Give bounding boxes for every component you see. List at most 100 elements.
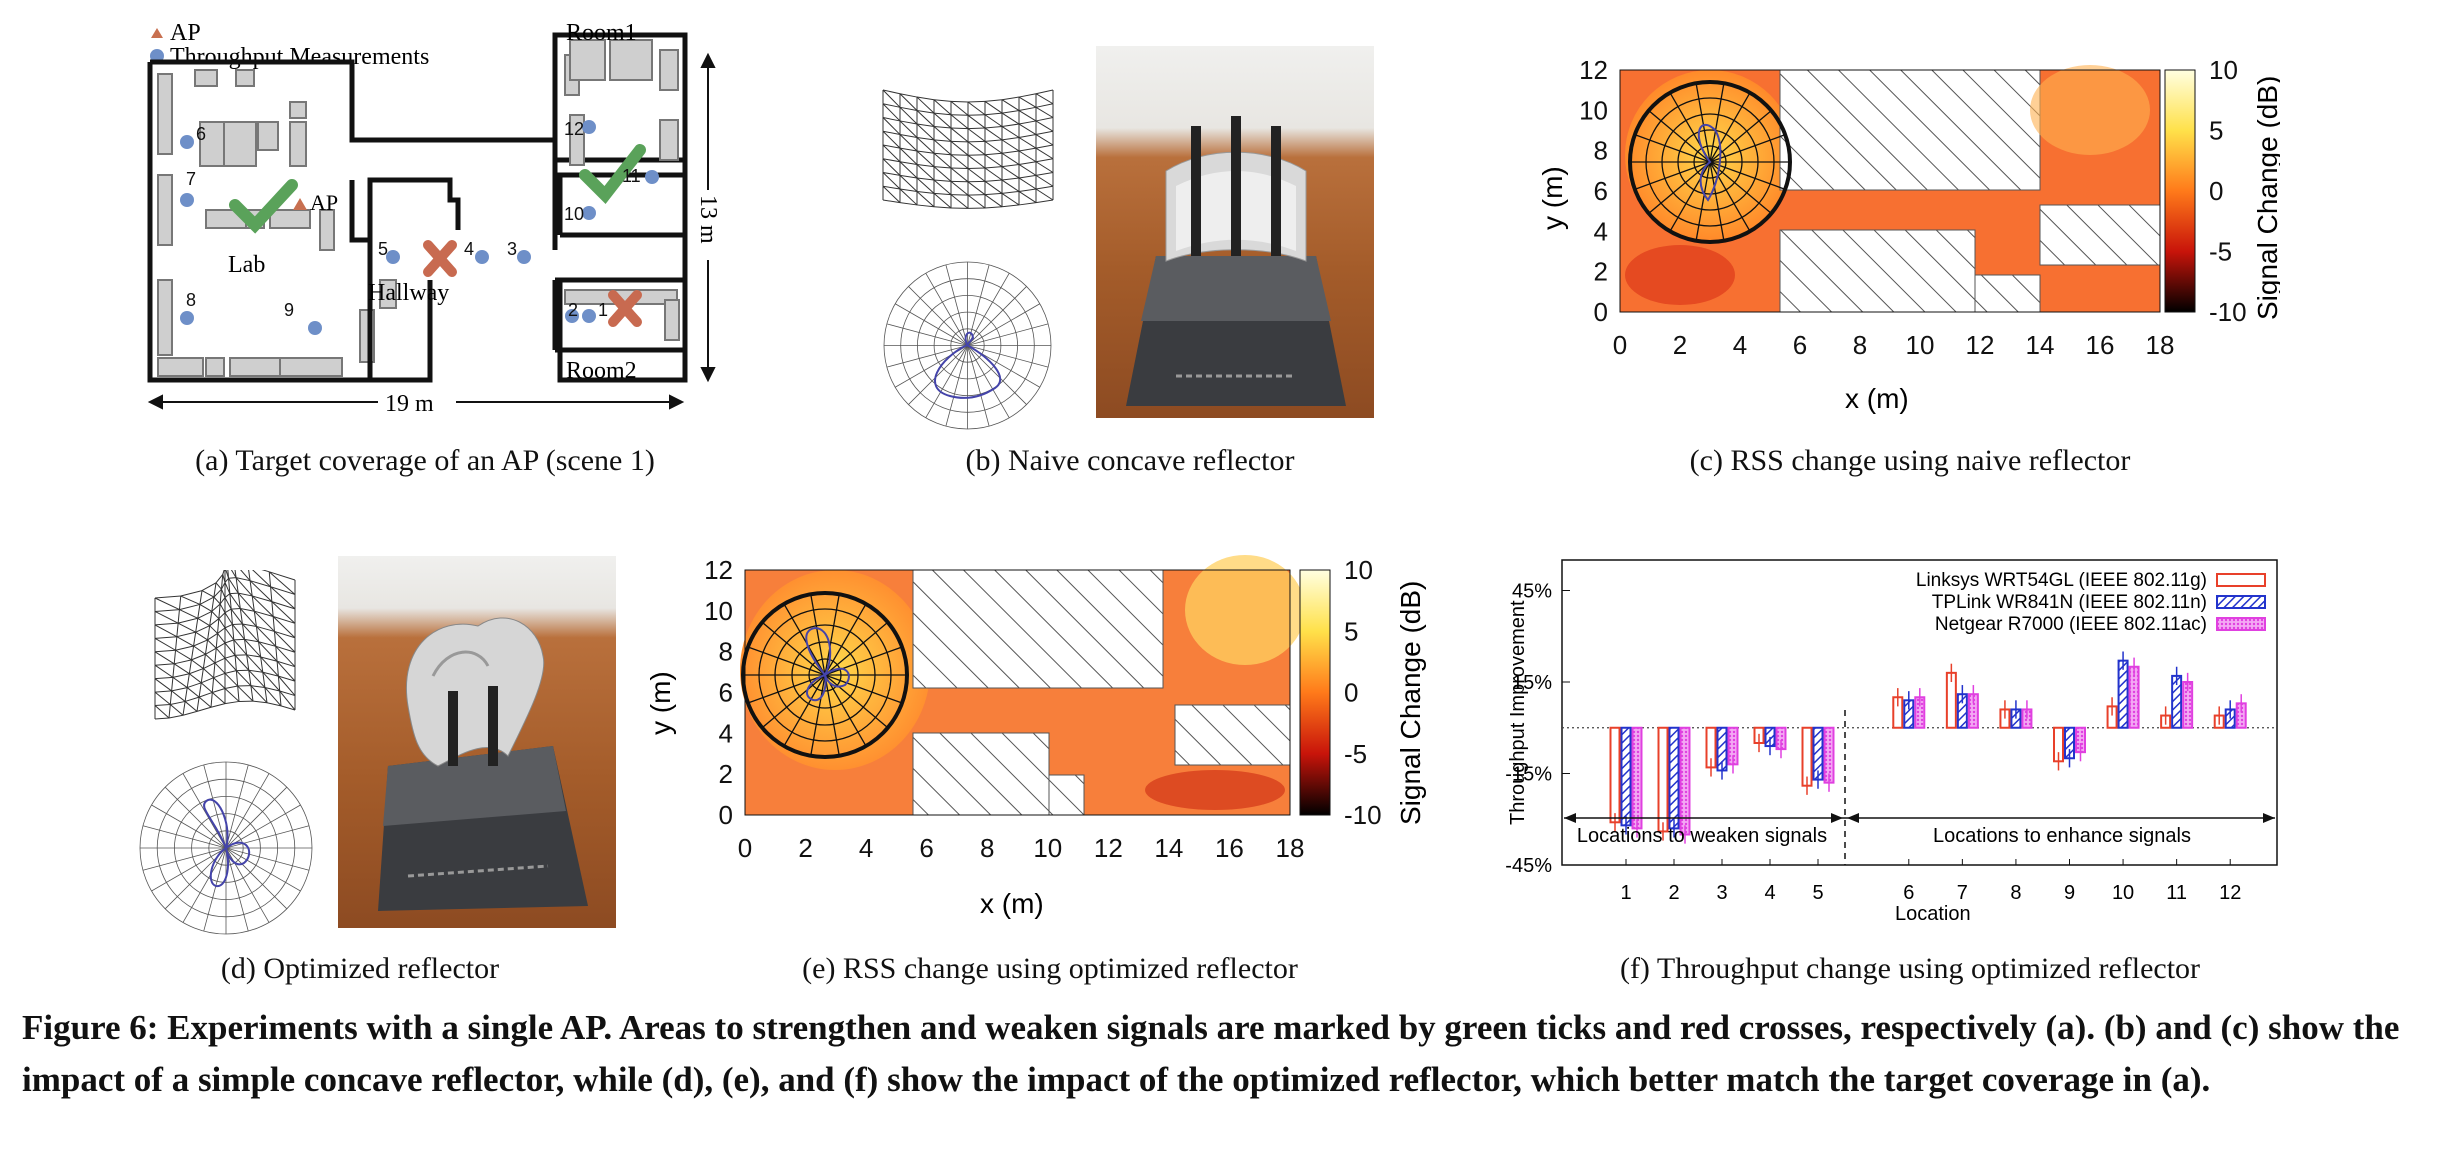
- red-cross-hallway: [423, 240, 457, 277]
- bar: [1668, 726, 1680, 830]
- heatmap-e-ylabel: y (m): [645, 671, 676, 735]
- point-label-3: 3: [507, 239, 517, 259]
- colorbar-tick-label: 0: [2209, 176, 2223, 206]
- legend-swatch: [2216, 595, 2266, 609]
- colorbar-tick-label: 5: [2209, 116, 2223, 146]
- naive-radiation-lobe: [934, 331, 1002, 399]
- x-tick-label: 4: [859, 833, 873, 863]
- legend-label: TPLink WR841N (IEEE 802.11n): [1932, 592, 2207, 613]
- room2-label: Room2: [566, 358, 637, 384]
- heatmap-e-cbar-label: Signal Change (dB): [1395, 581, 1426, 825]
- x-tick-label: 14: [2026, 330, 2055, 360]
- x-tick-label: 8: [980, 833, 994, 863]
- heatmap-e-xlabel: x (m): [980, 888, 1044, 919]
- x-tick-label: 6: [1903, 882, 1914, 904]
- hallway-label: Hallway: [368, 280, 449, 306]
- heatmap-naive: 0 2 4 6 8 10 12 14 16 18 0 2 4 6 8 10 12 x (m) y (m) 10…: [1537, 55, 2280, 414]
- bar: [2117, 659, 2129, 729]
- x-tick-label: 14: [1154, 833, 1183, 863]
- x-tick-label: 18: [2146, 330, 2175, 360]
- point-label-4: 4: [464, 239, 474, 259]
- x-tick-label: 18: [1276, 833, 1305, 863]
- y-tick-label: 0: [1594, 297, 1608, 327]
- x-tick-label: 10: [1033, 833, 1062, 863]
- bar: [1620, 726, 1632, 827]
- y-tick-label: 10: [704, 596, 733, 626]
- point-label-2: 2: [568, 300, 578, 320]
- x-tick-label: 6: [919, 833, 933, 863]
- enhance-group-label: Locations to enhance signals: [1933, 825, 2191, 847]
- ap-legend-marker: [151, 28, 163, 38]
- bar-chart-xlabel: Location: [1895, 903, 1971, 925]
- x-tick-label: 6: [1793, 330, 1807, 360]
- y-tick-label: -15%: [1505, 764, 1552, 786]
- lab-label: Lab: [228, 252, 265, 278]
- colorbar-tick-label: 5: [1344, 616, 1358, 646]
- x-tick-label: 16: [2086, 330, 2115, 360]
- colorbar-tick-label: 0: [1344, 678, 1358, 708]
- point-label-6: 6: [196, 124, 206, 144]
- optimized-radiation-lobe: [203, 798, 251, 888]
- heatmap-c-cbar-label: Signal Change (dB): [2252, 76, 2280, 320]
- optimized-polar-pattern: [139, 761, 313, 935]
- x-tick-label: 1: [1620, 882, 1631, 904]
- legend-swatch: [2216, 617, 2266, 631]
- width-dimension-label: 19 m: [385, 391, 434, 417]
- plot-frame: [1561, 559, 2278, 866]
- point-label-9: 9: [284, 300, 294, 320]
- y-tick-label: 4: [719, 718, 733, 748]
- x-tick-label: 2: [798, 833, 812, 863]
- caption-f: (f) Throughput change using optimized re…: [1619, 952, 2201, 985]
- point-label-7: 7: [186, 169, 196, 189]
- y-tick-label: 45%: [1512, 581, 1552, 603]
- x-tick-label: 4: [1764, 882, 1775, 904]
- optimized-reflector-mesh: [154, 570, 296, 720]
- y-tick-label: 4: [1594, 216, 1608, 246]
- y-tick-label: 2: [719, 759, 733, 789]
- colorbar-tick-label: -10: [1344, 800, 1382, 830]
- x-tick-label: 12: [1966, 330, 1995, 360]
- heatmap-optimized: 0 2 4 6 8 10 12 14 16 18 0 2 4 6 8 10 12 x (m) y (m) 10…: [645, 555, 1426, 919]
- x-tick-label: 7: [1957, 882, 1968, 904]
- x-tick-label: 2: [1673, 330, 1687, 360]
- x-tick-label: 12: [2219, 882, 2241, 904]
- height-dimension-label: 13 m: [695, 195, 721, 244]
- caption-a: (a) Target coverage of an AP (scene 1): [195, 444, 655, 477]
- bar: [1609, 726, 1621, 824]
- x-tick-label: 8: [1853, 330, 1867, 360]
- x-tick-label: 8: [2010, 882, 2021, 904]
- legend-ap-label: AP: [170, 20, 201, 46]
- colorbar-tick-label: -5: [1344, 739, 1367, 769]
- heatmap-c-ylabel: y (m): [1537, 166, 1568, 230]
- x-tick-label: 16: [1215, 833, 1244, 863]
- bar: [1657, 726, 1669, 833]
- x-tick-label: 2: [1668, 882, 1679, 904]
- optimized-reflector-photo: [338, 556, 616, 928]
- legend-measurements-label: Throughput Measurements: [170, 44, 429, 70]
- colorbar-tick-label: 10: [1344, 555, 1373, 585]
- colorbar-tick-label: -5: [2209, 237, 2232, 267]
- point-label-8: 8: [186, 290, 196, 310]
- x-tick-label: 0: [1613, 330, 1627, 360]
- caption-d: (d) Optimized reflector: [220, 952, 500, 985]
- naive-reflector-photo: [1096, 46, 1374, 418]
- x-tick-label: 10: [2112, 882, 2134, 904]
- heatmap-c-xlabel: x (m): [1845, 383, 1909, 414]
- point-label-12: 12: [564, 119, 584, 139]
- y-tick-label: 12: [1579, 55, 1608, 85]
- y-tick-label: 6: [719, 678, 733, 708]
- point-label-10: 10: [564, 204, 584, 224]
- x-tick-label: 3: [1716, 882, 1727, 904]
- green-tick-room1: [579, 144, 646, 205]
- y-tick-label: 8: [1594, 136, 1608, 166]
- colorbar-tick-label: 10: [2209, 55, 2238, 85]
- y-tick-label: 2: [1594, 257, 1608, 287]
- x-tick-label: 5: [1812, 882, 1823, 904]
- green-tick-lab: [229, 179, 298, 234]
- legend-label: Linksys WRT54GL (IEEE 802.11g): [1916, 570, 2207, 591]
- y-tick-label: -45%: [1505, 855, 1552, 877]
- y-tick-label: 10: [1579, 95, 1608, 125]
- caption-c: (c) RSS change using naive reflector: [1689, 444, 2131, 477]
- floor-plan: AP Throughput Measurements: [147, 20, 721, 417]
- room1-label: Room1: [566, 20, 637, 46]
